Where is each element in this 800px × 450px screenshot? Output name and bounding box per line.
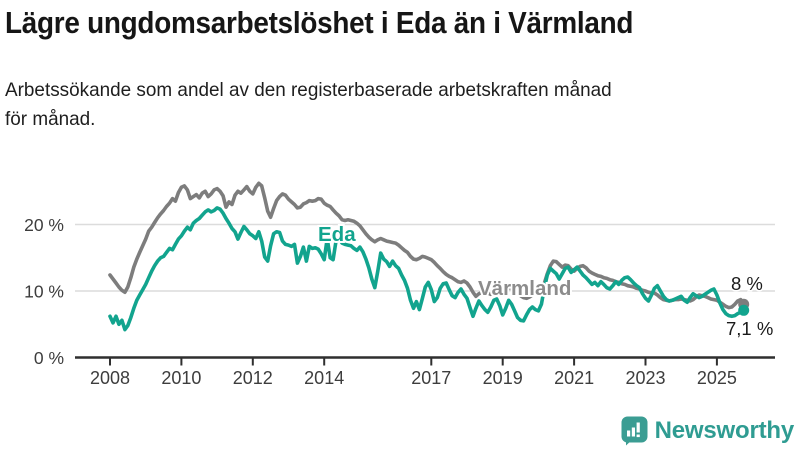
series-label-varmland: Värmland xyxy=(478,277,571,300)
x-tick-label: 2025 xyxy=(697,368,737,388)
x-tick-label: 2017 xyxy=(411,368,451,388)
chart-subtitle: Arbetssökande som andel av den registerb… xyxy=(5,76,612,134)
x-tick-label: 2012 xyxy=(233,368,273,388)
series-line-eda xyxy=(108,206,746,332)
x-tick-label: 2023 xyxy=(625,368,665,388)
x-tick-label: 2010 xyxy=(161,368,201,388)
subtitle-line-1: Arbetssökande som andel av den registerb… xyxy=(5,79,612,101)
x-tick-label: 2021 xyxy=(554,368,594,388)
page-title: Lägre ungdomsarbetslöshet i Eda än i Vär… xyxy=(5,5,634,40)
x-tick-label: 2008 xyxy=(90,368,130,388)
y-tick-label: 20 % xyxy=(24,215,64,235)
x-tick-label: 2014 xyxy=(304,368,344,388)
y-tick-label: 10 % xyxy=(24,282,64,302)
end-value-label-eda: 7,1 % xyxy=(726,318,773,339)
series-label-eda: Eda xyxy=(318,223,356,246)
newsworthy-wordmark: Newsworthy xyxy=(654,417,795,444)
newsworthy-logo-icon xyxy=(621,416,648,446)
subtitle-line-2: för månad. xyxy=(5,108,96,130)
x-tick-label: 2019 xyxy=(483,368,523,388)
series-end-dot-eda xyxy=(738,304,750,316)
end-value-label-varmland: 8 % xyxy=(731,273,763,294)
newsworthy-logo: Newsworthy xyxy=(621,416,794,446)
y-tick-label: 0 % xyxy=(34,348,64,368)
series-line-varmland xyxy=(108,181,746,310)
